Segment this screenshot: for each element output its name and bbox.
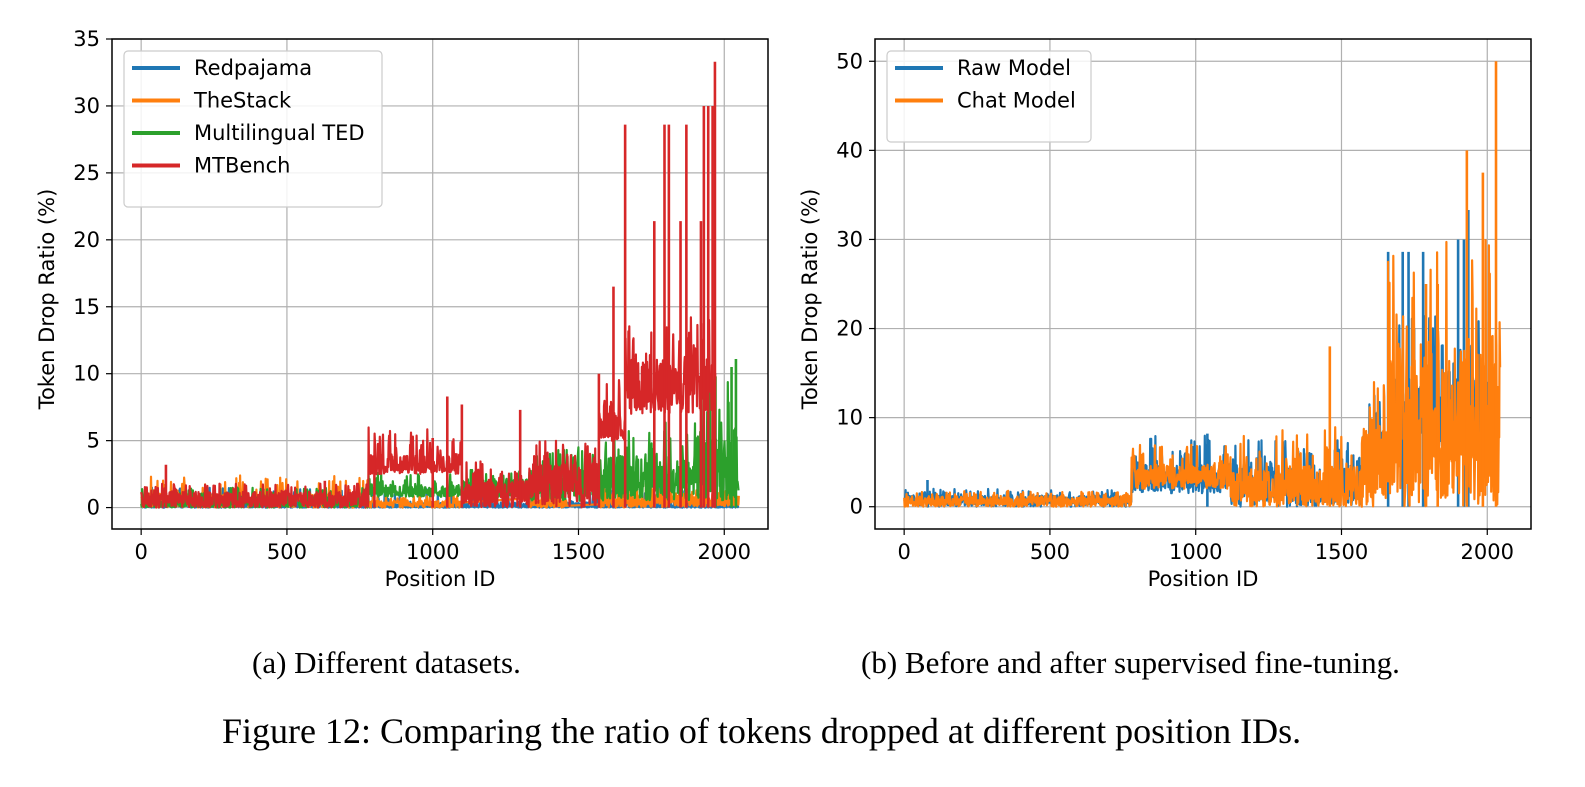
chart-panel-b: 0 500 1000 1500 2000 0 10 20 30 40 50 Position ID… [798,38,1532,591]
legend-label: Redpajama [194,56,312,80]
x-tick-label: 1000 [1169,540,1222,564]
x-tick-label: 1000 [406,540,459,564]
y-tick-label: 0 [87,496,100,520]
y-tick-label: 30 [73,94,100,118]
y-tick-label: 10 [836,406,863,430]
y-tick-label: 5 [87,429,100,453]
legend-box [123,50,383,208]
x-axis-label-b: Position ID [1148,567,1259,591]
x-ticks-b: 0 500 1000 1500 2000 [897,529,1514,564]
y-tick-label: 15 [73,295,100,319]
y-tick-label: 20 [73,228,100,252]
plot-area-a [140,61,740,509]
y-tick-label: 10 [73,362,100,386]
y-tick-label: 35 [73,27,100,51]
subcaption-a: (a) Different datasets. [252,645,521,680]
y-tick-label: 40 [836,138,863,162]
series-line-mtbench [140,316,717,509]
x-tick-label: 1500 [552,540,605,564]
y-ticks-a: 0 5 10 15 20 25 30 35 [73,27,112,520]
axes-frame-b [874,38,1532,530]
legend-a: Redpajama TheStack Multilingual TED MTBench [123,50,383,208]
x-tick-label: 2000 [1461,540,1514,564]
x-tick-label: 2000 [698,540,751,564]
y-tick-label: 0 [850,495,863,519]
legend-label: Raw Model [957,56,1071,80]
axes-frame-a [111,38,769,530]
legend-b: Raw Model Chat Model [886,50,1092,143]
y-tick-label: 25 [73,161,100,185]
legend-label: MTBench [194,154,290,178]
legend-label: TheStack [193,89,292,113]
y-axis-label-a: Token Drop Ratio (%) [35,189,59,411]
subcaption-b: (b) Before and after supervised fine-tun… [861,645,1400,680]
plot-area-b [903,61,1502,508]
y-tick-label: 30 [836,227,863,251]
y-axis-label-b: Token Drop Ratio (%) [798,189,822,411]
legend-label: Chat Model [957,89,1076,113]
x-tick-label: 1500 [1315,540,1368,564]
x-tick-label: 500 [267,540,307,564]
x-tick-label: 0 [897,540,910,564]
x-tick-label: 500 [1030,540,1070,564]
x-ticks-a: 0 500 1000 1500 2000 [134,529,751,564]
figure-caption: Figure 12: Comparing the ratio of tokens… [222,711,1302,751]
legend-box [886,50,1092,143]
x-tick-label: 0 [134,540,147,564]
series-line-chat-model [903,239,1502,508]
chart-panel-a: 0 500 1000 1500 2000 0 5 10 15 20 25 30 35 Position… [35,27,769,591]
y-tick-label: 50 [836,49,863,73]
y-tick-label: 20 [836,317,863,341]
y-ticks-b: 0 10 20 30 40 50 [836,49,875,519]
x-axis-label-a: Position ID [385,567,496,591]
legend-label: Multilingual TED [194,121,365,145]
